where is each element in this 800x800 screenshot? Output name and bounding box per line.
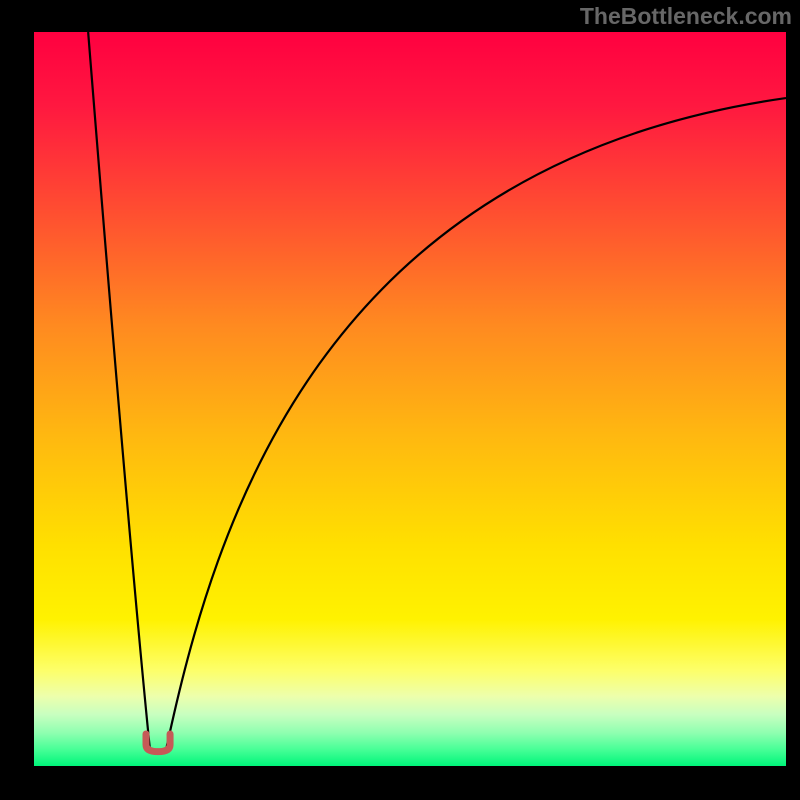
watermark-text: TheBottleneck.com bbox=[580, 3, 792, 30]
optimal-marker-u bbox=[139, 727, 177, 759]
curve-right-branch bbox=[166, 98, 786, 748]
plot-area bbox=[34, 32, 786, 766]
chart-frame: TheBottleneck.com bbox=[0, 0, 800, 800]
bottleneck-curve bbox=[34, 32, 786, 766]
curve-left-branch bbox=[88, 32, 150, 748]
